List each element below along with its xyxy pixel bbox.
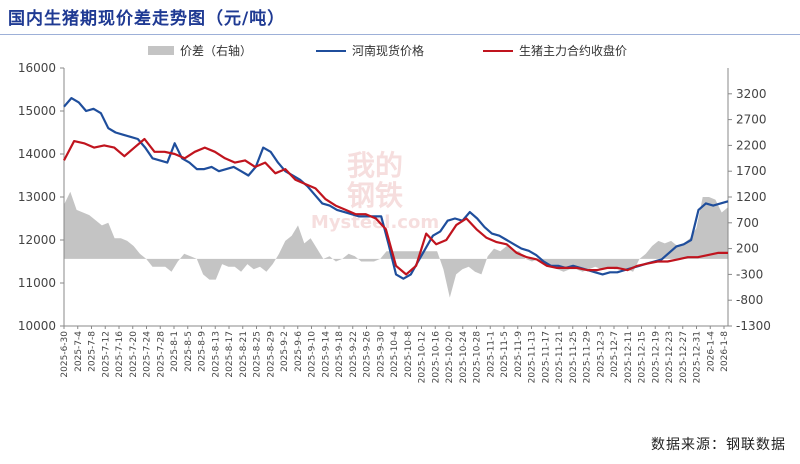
x-tick-label-16: 2025-9-2: [280, 331, 290, 372]
series-line-futures-price: [63, 137, 728, 276]
x-tick-label-27: 2025-10-16: [431, 331, 441, 384]
x-tick-label-41: 2025-12-11: [624, 331, 634, 383]
legend-label-spread: 价差（右轴）: [180, 44, 253, 58]
x-tick-label-31: 2025-11-1: [486, 331, 496, 378]
legend-label-spot: 河南现货价格: [352, 44, 425, 58]
x-tick-label-42: 2025-12-15: [638, 331, 648, 383]
x-tick-label-29: 2025-10-24: [459, 331, 469, 384]
x-tick-label-21: 2025-9-22: [349, 331, 359, 378]
x-tick-label-38: 2025-11-29: [583, 331, 593, 384]
x-tick-label-20: 2025-9-18: [335, 331, 345, 378]
legend-swatch-spread: [148, 46, 174, 55]
legend-item-spot: 河南现货价格: [316, 42, 424, 59]
watermark-text-3: Mysteel.com: [311, 212, 439, 233]
x-tick-label-34: 2025-11-13: [528, 331, 538, 383]
legend-item-futures: 生猪主力合约收盘价: [483, 42, 627, 59]
legend-item-spread: 价差（右轴）: [148, 42, 252, 59]
x-tick-label-1: 2025-7-4: [74, 331, 84, 372]
x-tick-label-6: 2025-7-24: [143, 331, 153, 378]
x-tick-label-32: 2025-11-5: [500, 331, 510, 378]
x-tick-label-7: 2025-7-28: [156, 331, 166, 378]
title-divider: [0, 34, 800, 35]
x-tick-label-36: 2025-11-21: [555, 331, 565, 383]
right-tick-label-7: 2200: [736, 138, 767, 152]
series-line-spot-price: [63, 97, 729, 280]
right-tick-label-2: -300: [736, 267, 763, 281]
x-tick-label-3: 2025-7-12: [101, 331, 111, 378]
left-tick-label-1: 11000: [18, 276, 56, 290]
x-tick-label-26: 2025-10-12: [418, 331, 428, 383]
left-tick-label-3: 13000: [18, 190, 56, 204]
chart-title: 国内生猪期现价差走势图（元/吨）: [8, 9, 286, 29]
legend-swatch-futures: [483, 49, 513, 52]
x-tick-label-33: 2025-11-9: [514, 331, 524, 378]
legend-label-futures: 生猪主力合约收盘价: [519, 44, 628, 58]
x-tick-label-47: 2026-1-4: [706, 331, 716, 372]
right-tick-label-5: 1200: [736, 190, 767, 204]
x-tick-label-11: 2025-8-13: [211, 331, 221, 378]
x-tick-label-13: 2025-8-21: [239, 331, 249, 378]
watermark-text-2: 钢铁: [347, 179, 403, 212]
x-tick-label-10: 2025-8-9: [198, 331, 208, 372]
left-tick-label-6: 16000: [18, 61, 56, 75]
left-tick-label-4: 14000: [18, 147, 56, 161]
right-tick-label-9: 3200: [736, 87, 767, 101]
x-tick-label-35: 2025-11-17: [541, 331, 551, 383]
x-tick-label-44: 2025-12-23: [665, 331, 675, 383]
x-tick-label-48: 2026-1-8: [720, 331, 730, 372]
x-tick-label-5: 2025-7-20: [129, 331, 139, 378]
x-tick-label-45: 2025-12-27: [679, 331, 689, 383]
x-tick-label-23: 2025-9-30: [376, 331, 386, 378]
x-tick-label-25: 2025-10-8: [404, 331, 414, 378]
x-tick-label-2: 2025-7-8: [88, 331, 98, 372]
x-tick-label-40: 2025-12-7: [610, 331, 620, 378]
x-tick-label-43: 2025-12-19: [651, 331, 661, 384]
x-tick-label-22: 2025-9-26: [363, 331, 373, 378]
x-tick-label-14: 2025-8-25: [253, 331, 263, 378]
x-tick-label-17: 2025-9-6: [294, 331, 304, 372]
x-tick-label-9: 2025-8-5: [184, 331, 194, 372]
right-tick-label-1: -800: [736, 293, 763, 307]
x-tick-label-28: 2025-10-20: [445, 331, 455, 384]
x-tick-label-19: 2025-9-14: [321, 331, 331, 378]
x-tick-label-15: 2025-8-29: [266, 331, 276, 378]
left-tick-label-5: 15000: [18, 104, 56, 118]
x-tick-label-37: 2025-11-25: [569, 331, 579, 383]
x-tick-label-12: 2025-8-17: [225, 331, 235, 378]
right-tick-label-6: 1700: [736, 164, 767, 178]
x-tick-label-0: 2025-6-30: [60, 331, 70, 378]
x-tick-label-8: 2025-8-1: [170, 331, 180, 372]
left-tick-label-0: 10000: [18, 319, 56, 333]
legend-swatch-spot: [316, 49, 346, 52]
right-tick-label-3: 200: [736, 242, 759, 256]
x-tick-label-18: 2025-9-10: [308, 331, 318, 378]
x-tick-label-39: 2025-12-3: [596, 331, 606, 378]
x-tick-label-24: 2025-10-4: [390, 331, 400, 378]
right-tick-label-0: -1300: [736, 319, 771, 333]
x-tick-label-30: 2025-10-28: [473, 331, 483, 384]
watermark-text-1: 我的: [347, 149, 403, 182]
x-tick-label-4: 2025-7-16: [115, 331, 125, 378]
right-tick-label-8: 2700: [736, 113, 767, 127]
x-tick-label-46: 2025-12-31: [693, 331, 703, 383]
data-source-note: 数据来源：钢联数据: [651, 437, 786, 453]
right-tick-label-4: 700: [736, 216, 759, 230]
left-tick-label-2: 12000: [18, 233, 56, 247]
